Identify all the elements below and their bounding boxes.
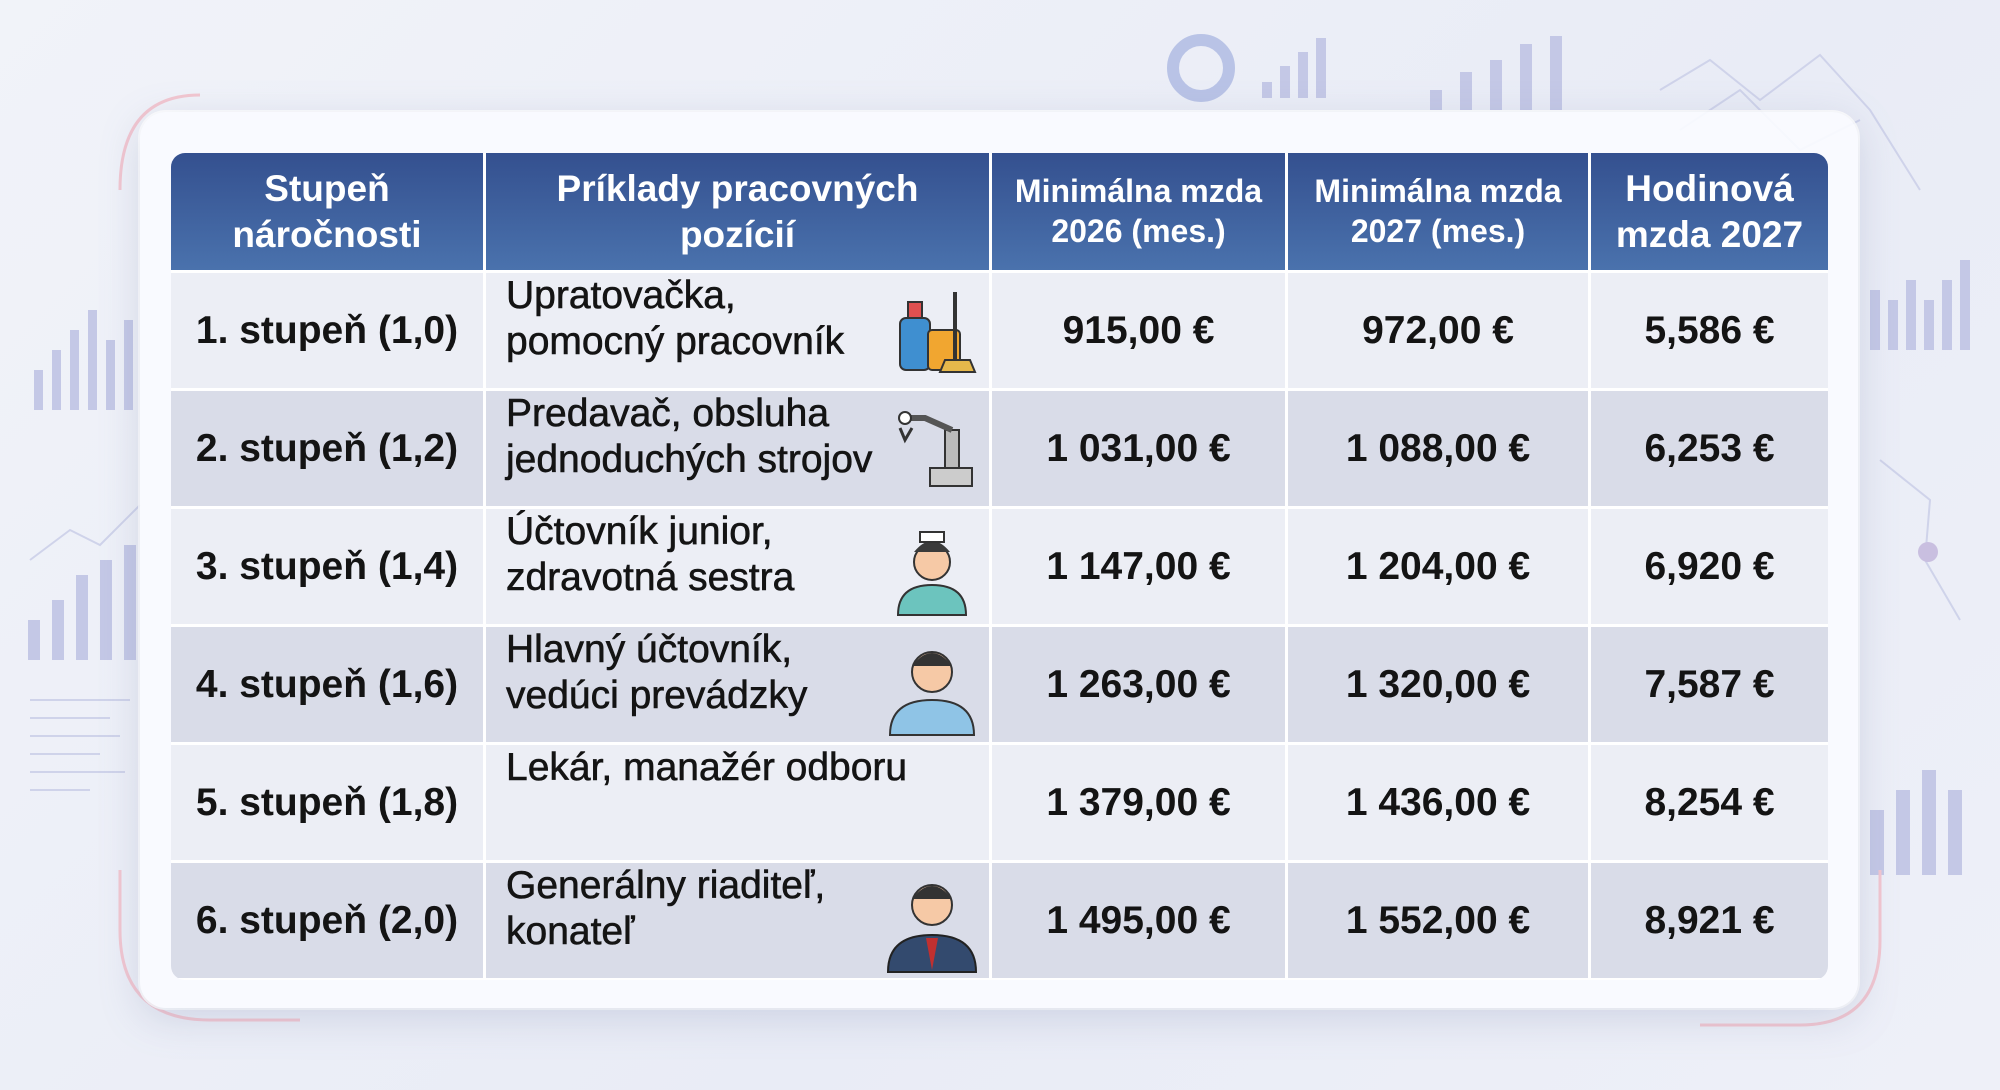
- positions-cell: Predavač, obsluha jednoduchých strojov: [486, 391, 989, 506]
- level-cell: 6. stupeň (2,0): [171, 863, 483, 978]
- wage-2027-cell: 1 088,00 €: [1288, 391, 1588, 506]
- header-cell: Hodinová mzda 2027: [1591, 153, 1828, 270]
- wage-2026-cell: 1 495,00 €: [992, 863, 1285, 978]
- hourly-wage-cell: 8,254 €: [1591, 745, 1828, 860]
- wage-2027-cell: 1 436,00 €: [1288, 745, 1588, 860]
- position-line: Účtovník junior,: [506, 510, 773, 554]
- position-line: konateľ: [506, 910, 635, 954]
- position-line: Generálny riaditeľ,: [506, 864, 826, 908]
- level-cell: 1. stupeň (1,0): [171, 273, 483, 388]
- position-line: pomocný pracovník: [506, 320, 845, 364]
- position-line: vedúci prevádzky: [506, 674, 808, 718]
- position-line: Lekár, manažér odboru: [506, 746, 908, 790]
- position-line: zdravotná sestra: [506, 556, 795, 600]
- wage-2027-cell: 1 320,00 €: [1288, 627, 1588, 742]
- wage-2027-cell: 972,00 €: [1288, 273, 1588, 388]
- level-cell: 5. stupeň (1,8): [171, 745, 483, 860]
- positions-cell: Hlavný účtovník, vedúci prevádzky: [486, 627, 989, 742]
- header-cell: Príklady pracovných pozícií: [486, 153, 989, 270]
- header-cell: Minimálna mzda 2026 (mes.): [992, 153, 1285, 270]
- hourly-wage-cell: 6,253 €: [1591, 391, 1828, 506]
- position-line: Hlavný účtovník,: [506, 628, 793, 672]
- positions-cell: Generálny riaditeľ, konateľ: [486, 863, 989, 978]
- hourly-wage-cell: 8,921 €: [1591, 863, 1828, 978]
- level-cell: 4. stupeň (1,6): [171, 627, 483, 742]
- hourly-wage-cell: 5,586 €: [1591, 273, 1828, 388]
- wage-2026-cell: 1 263,00 €: [992, 627, 1285, 742]
- level-cell: 2. stupeň (1,2): [171, 391, 483, 506]
- position-line: jednoduchých strojov: [506, 438, 873, 482]
- wage-2026-cell: 915,00 €: [992, 273, 1285, 388]
- hourly-wage-cell: 7,587 €: [1591, 627, 1828, 742]
- position-line: Upratovačka,: [506, 274, 736, 318]
- positions-cell: Lekár, manažér odboru: [486, 745, 989, 860]
- header-cell: Stupeň náročnosti: [171, 153, 483, 270]
- wage-2026-cell: 1 031,00 €: [992, 391, 1285, 506]
- level-cell: 3. stupeň (1,4): [171, 509, 483, 624]
- positions-cell: Účtovník junior, zdravotná sestra: [486, 509, 989, 624]
- positions-cell: Upratovačka, pomocný pracovník: [486, 273, 989, 388]
- wage-table: Stupeň náročnosti Príklady pracovných poz…: [171, 153, 1828, 980]
- position-line: Predavač, obsluha: [506, 392, 830, 436]
- wage-2026-cell: 1 379,00 €: [992, 745, 1285, 860]
- wage-2027-cell: 1 204,00 €: [1288, 509, 1588, 624]
- wage-2026-cell: 1 147,00 €: [992, 509, 1285, 624]
- hourly-wage-cell: 6,920 €: [1591, 509, 1828, 624]
- wage-2027-cell: 1 552,00 €: [1288, 863, 1588, 978]
- header-cell: Minimálna mzda 2027 (mes.): [1288, 153, 1588, 270]
